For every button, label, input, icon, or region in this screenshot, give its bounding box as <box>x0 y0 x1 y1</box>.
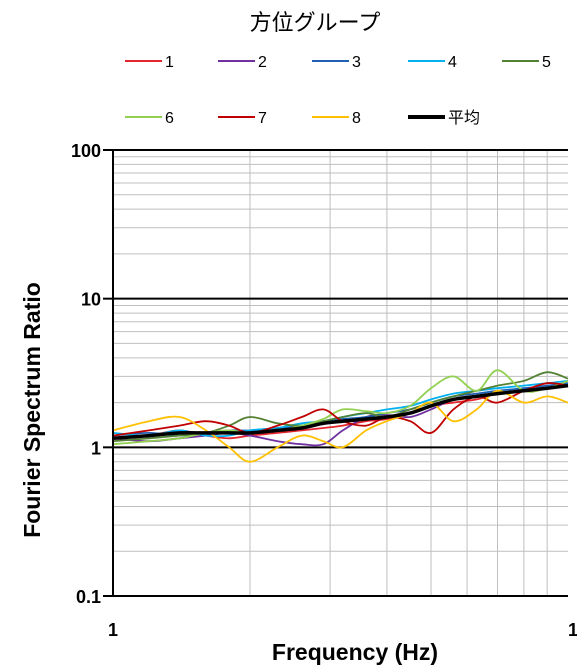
axes <box>103 149 568 597</box>
series-line-7 <box>112 382 569 437</box>
plot-area <box>103 149 569 597</box>
legend-entry-7: 7 <box>258 110 267 127</box>
y-tick-label: 100 <box>71 141 101 161</box>
legend-entry-2: 2 <box>258 54 267 71</box>
y-tick-label: 10 <box>81 290 101 310</box>
x-axis-label: Frequency (Hz) <box>272 639 438 665</box>
legend-entry-6: 6 <box>165 110 174 127</box>
legend-entry-5: 5 <box>542 54 551 71</box>
y-tick-label: 0.1 <box>76 587 101 607</box>
series-line-4 <box>112 380 569 438</box>
x-tick-label: 10 <box>568 620 577 640</box>
legend-entry-average: 平均 <box>448 109 480 127</box>
series-line-average <box>112 383 569 441</box>
y-tick-label: 1 <box>91 438 101 458</box>
legend: 方位グループ 1 2 3 4 5 6 7 8 平均 <box>125 11 551 127</box>
legend-entry-3: 3 <box>352 54 361 71</box>
legend-entry-1: 1 <box>165 54 174 71</box>
x-tick-label: 1 <box>108 620 118 640</box>
legend-entry-4: 4 <box>448 54 457 71</box>
y-axis-label: Fourier Spectrum Ratio <box>19 282 45 538</box>
legend-title: 方位グループ <box>250 11 381 36</box>
minor-gridlines <box>113 150 568 596</box>
legend-entry-8: 8 <box>352 110 361 127</box>
series-lines <box>112 369 569 463</box>
tick-labels: 0.1 1 10 100 1 10 <box>71 141 577 640</box>
